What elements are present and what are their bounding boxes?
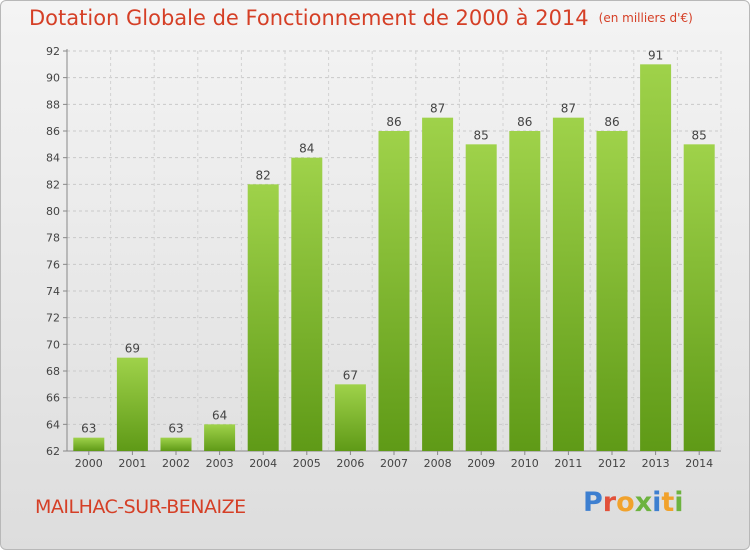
bar [422, 117, 454, 452]
y-tick-label: 72 [46, 312, 60, 325]
data-labels: 63 69 63 64 82 84 67 86 87 85 86 87 86 91 85 [81, 48, 707, 435]
bar [509, 131, 541, 451]
x-tick-label: 2004 [249, 457, 277, 470]
data-label: 87 [561, 102, 576, 116]
data-label: 87 [430, 102, 445, 116]
data-label: 85 [474, 128, 489, 142]
x-tick-label: 2013 [642, 457, 670, 470]
y-tick-label: 64 [46, 418, 60, 431]
x-tick-label: 2000 [75, 457, 103, 470]
data-label: 86 [386, 115, 401, 129]
x-tick-label: 2007 [380, 457, 408, 470]
data-label: 84 [299, 142, 314, 156]
x-tick-label: 2008 [424, 457, 452, 470]
data-label: 67 [343, 368, 358, 382]
y-tick-label: 74 [46, 285, 60, 298]
y-tick-label: 82 [46, 178, 60, 191]
bar [465, 144, 497, 452]
y-tick-label: 62 [46, 445, 60, 458]
bar [291, 157, 323, 451]
commune-name: MAILHAC-SUR-BENAIZE [35, 496, 246, 518]
y-tick-label: 68 [46, 365, 60, 378]
chart-title: Dotation Globale de Fonctionnement de 20… [29, 6, 693, 30]
bar [378, 131, 410, 451]
x-tick-label: 2012 [598, 457, 626, 470]
bar [204, 424, 236, 451]
x-tick-label: 2001 [118, 457, 146, 470]
bar [640, 64, 672, 452]
bar [73, 437, 105, 451]
chart-subtitle: (en milliers d'€) [598, 11, 693, 25]
data-label: 86 [517, 115, 532, 129]
bar [116, 357, 148, 451]
y-tick-label: 66 [46, 392, 60, 405]
chart-title-text: Dotation Globale de Fonctionnement de 20… [29, 6, 589, 30]
y-tick-label: 92 [46, 45, 60, 58]
y-tick-label: 80 [46, 205, 60, 218]
y-tick-label: 90 [46, 72, 60, 85]
bar [683, 144, 715, 452]
data-label: 63 [81, 422, 96, 436]
y-tick-label: 88 [46, 98, 60, 111]
data-label: 64 [212, 408, 227, 422]
proxiti-logo: Proxiti [583, 487, 684, 518]
x-tick-label: 2003 [206, 457, 234, 470]
y-tick-label: 78 [46, 232, 60, 245]
y-tick-label: 76 [46, 258, 60, 271]
bar [552, 117, 584, 452]
y-tick-label: 84 [46, 152, 60, 165]
x-tick-label: 2014 [685, 457, 713, 470]
data-label: 91 [648, 48, 663, 62]
x-tick-label: 2011 [554, 457, 582, 470]
data-label: 69 [125, 342, 140, 356]
y-tick-label: 86 [46, 125, 60, 138]
bar [247, 184, 279, 452]
bar [160, 437, 192, 451]
data-label: 63 [168, 422, 183, 436]
x-tick-label: 2009 [467, 457, 495, 470]
data-label: 85 [692, 128, 707, 142]
bar [334, 384, 366, 451]
y-tick-label: 70 [46, 338, 60, 351]
bars [73, 64, 715, 452]
x-tick-label: 2006 [336, 457, 364, 470]
bar [596, 131, 628, 451]
data-label: 86 [604, 115, 619, 129]
data-label: 82 [256, 168, 271, 182]
x-tick-label: 2010 [511, 457, 539, 470]
x-tick-label: 2002 [162, 457, 190, 470]
x-tick-label: 2005 [293, 457, 321, 470]
